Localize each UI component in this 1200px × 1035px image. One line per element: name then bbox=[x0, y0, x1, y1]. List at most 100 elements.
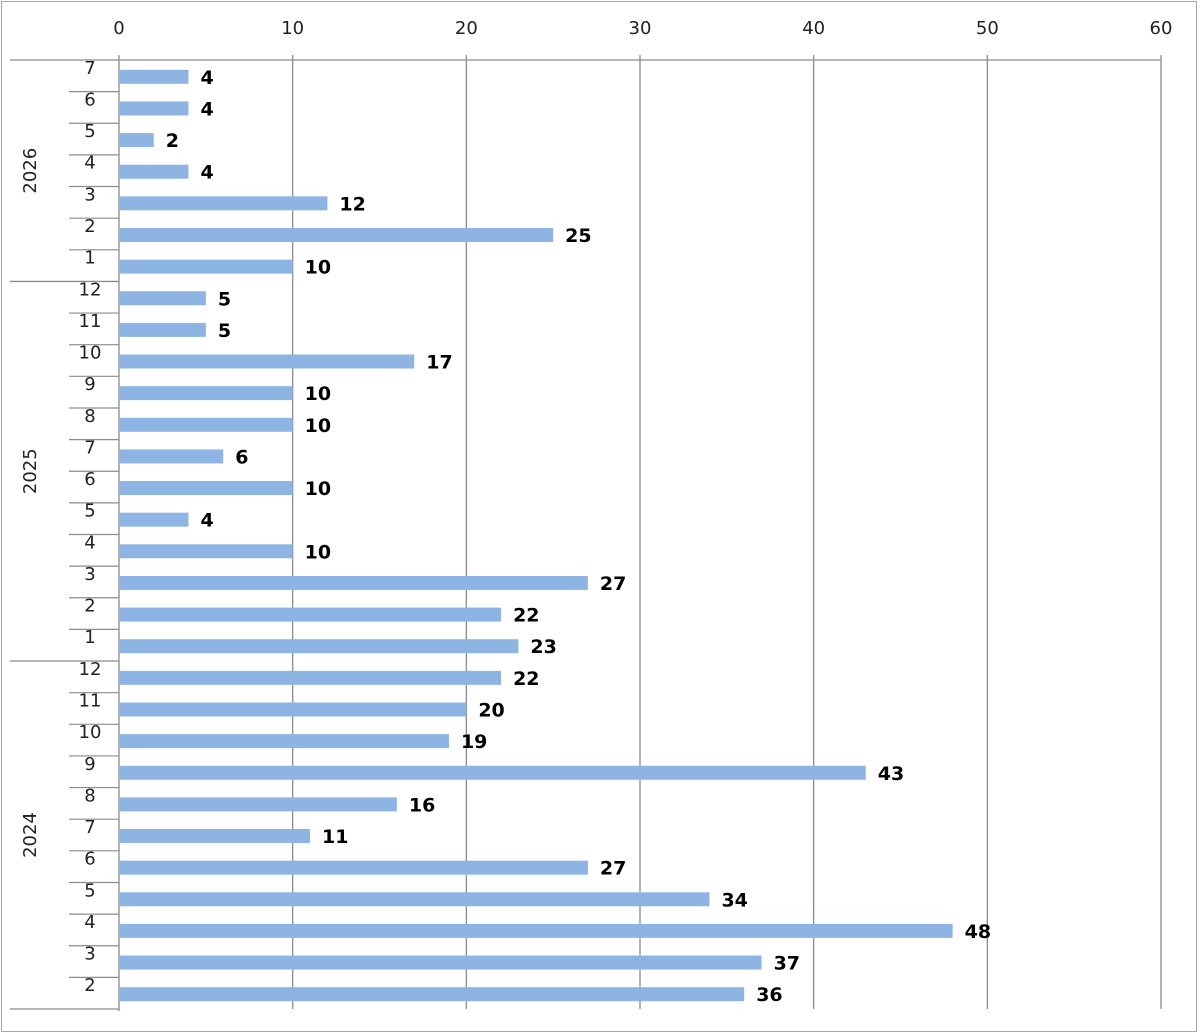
data-label: 5 bbox=[218, 288, 231, 310]
category-label: 3 bbox=[84, 944, 95, 965]
bar bbox=[119, 734, 449, 749]
x-tick-label: 30 bbox=[629, 18, 652, 39]
bar bbox=[119, 354, 415, 369]
category-label: 4 bbox=[84, 532, 95, 553]
category-label: 9 bbox=[84, 374, 95, 395]
x-tick-label: 60 bbox=[1150, 18, 1173, 39]
x-tick-label: 20 bbox=[455, 18, 478, 39]
data-label: 10 bbox=[305, 478, 331, 500]
x-tick-label: 40 bbox=[802, 18, 825, 39]
bar bbox=[119, 196, 328, 211]
category-label: 5 bbox=[84, 880, 95, 901]
group-label: 2026 bbox=[20, 148, 41, 194]
data-label: 19 bbox=[461, 731, 487, 753]
data-label: 43 bbox=[878, 763, 904, 785]
data-label: 25 bbox=[565, 225, 591, 247]
bar bbox=[119, 765, 866, 780]
data-label: 12 bbox=[339, 193, 365, 215]
data-label: 10 bbox=[305, 257, 331, 279]
bar bbox=[119, 923, 953, 938]
category-label: 7 bbox=[84, 58, 95, 79]
data-label: 16 bbox=[409, 794, 435, 816]
data-label: 27 bbox=[600, 573, 626, 595]
category-label: 10 bbox=[79, 722, 102, 743]
data-label: 10 bbox=[305, 383, 331, 405]
category-label: 1 bbox=[84, 627, 95, 648]
bar bbox=[119, 987, 745, 1002]
category-label: 2 bbox=[84, 975, 95, 996]
data-label: 11 bbox=[322, 826, 348, 848]
x-tick-label: 50 bbox=[976, 18, 999, 39]
bar bbox=[119, 892, 710, 907]
category-label: 6 bbox=[84, 89, 95, 110]
group-label: 2025 bbox=[20, 448, 41, 494]
category-label: 8 bbox=[84, 406, 95, 427]
category-label: 7 bbox=[84, 437, 95, 458]
data-label: 4 bbox=[200, 67, 213, 89]
data-label: 10 bbox=[305, 415, 331, 437]
x-tick-label: 0 bbox=[113, 18, 124, 39]
bar bbox=[119, 607, 502, 622]
bar bbox=[119, 481, 293, 496]
bar bbox=[119, 164, 189, 179]
bar bbox=[119, 386, 293, 401]
category-label: 3 bbox=[84, 564, 95, 585]
x-tick-label: 10 bbox=[281, 18, 304, 39]
data-label: 10 bbox=[305, 541, 331, 563]
bar bbox=[119, 291, 206, 306]
data-label: 20 bbox=[478, 699, 504, 721]
bar bbox=[119, 227, 554, 242]
data-label: 6 bbox=[235, 446, 248, 468]
data-label: 22 bbox=[513, 668, 539, 690]
bar bbox=[119, 797, 397, 812]
bar bbox=[119, 829, 311, 844]
bar bbox=[119, 575, 588, 590]
bar bbox=[119, 955, 762, 970]
category-label: 6 bbox=[84, 849, 95, 870]
data-label: 2 bbox=[166, 130, 179, 152]
data-label: 36 bbox=[756, 984, 782, 1006]
data-label: 48 bbox=[965, 921, 991, 943]
category-label: 12 bbox=[79, 659, 102, 680]
data-label: 34 bbox=[721, 889, 747, 911]
bar bbox=[119, 449, 224, 464]
bar bbox=[119, 544, 293, 559]
bar bbox=[119, 512, 189, 527]
category-label: 11 bbox=[79, 690, 102, 711]
group-label: 2024 bbox=[20, 812, 41, 858]
data-label: 4 bbox=[200, 98, 213, 120]
data-label: 4 bbox=[200, 510, 213, 532]
data-label: 17 bbox=[426, 352, 452, 374]
bar bbox=[119, 702, 467, 717]
category-label: 11 bbox=[79, 311, 102, 332]
bar bbox=[119, 670, 502, 685]
data-label: 37 bbox=[774, 953, 800, 975]
bar bbox=[119, 133, 154, 148]
bar bbox=[119, 101, 189, 116]
bar bbox=[119, 639, 519, 654]
category-label: 10 bbox=[79, 343, 102, 364]
category-label: 9 bbox=[84, 754, 95, 775]
data-label: 22 bbox=[513, 605, 539, 627]
bar bbox=[119, 69, 189, 84]
category-label: 1 bbox=[84, 248, 95, 269]
category-label: 2 bbox=[84, 596, 95, 617]
bar bbox=[119, 259, 293, 274]
category-label: 12 bbox=[79, 279, 102, 300]
data-label: 4 bbox=[200, 162, 213, 184]
category-label: 8 bbox=[84, 785, 95, 806]
bar bbox=[119, 860, 588, 875]
category-label: 6 bbox=[84, 469, 95, 490]
data-label: 5 bbox=[218, 320, 231, 342]
category-label: 4 bbox=[84, 912, 95, 933]
category-label: 4 bbox=[84, 153, 95, 174]
category-label: 7 bbox=[84, 817, 95, 838]
bar bbox=[119, 322, 206, 337]
data-label: 27 bbox=[600, 858, 626, 880]
category-label: 3 bbox=[84, 184, 95, 205]
category-label: 5 bbox=[84, 121, 95, 142]
category-label: 5 bbox=[84, 501, 95, 522]
bar bbox=[119, 417, 293, 432]
